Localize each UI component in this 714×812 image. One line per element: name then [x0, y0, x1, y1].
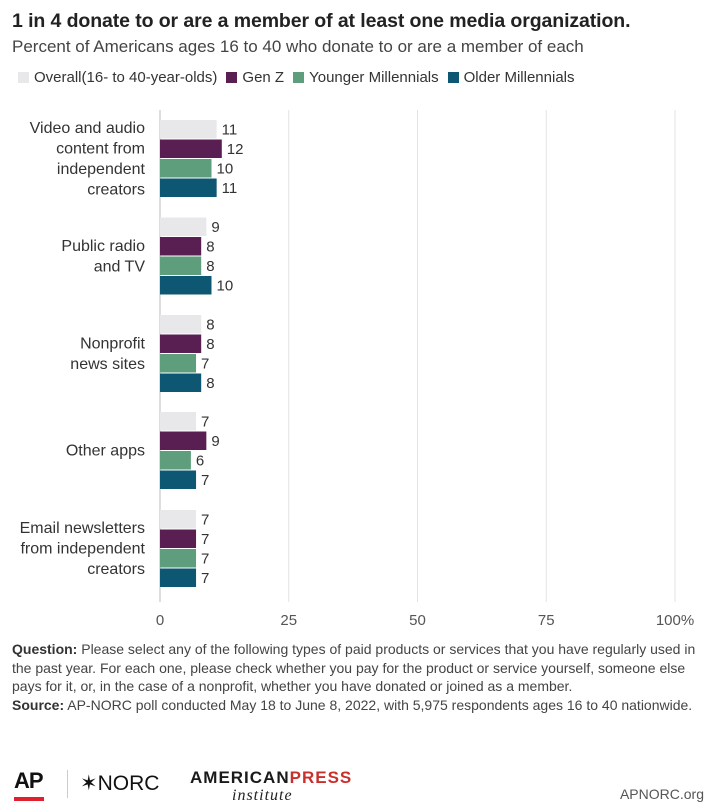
- x-tick-label: 0: [156, 612, 164, 629]
- x-tick-label: 25: [280, 612, 297, 629]
- bar-value-label: 11: [222, 180, 238, 197]
- source-label: Source:: [12, 696, 65, 713]
- bar: [160, 568, 197, 587]
- logo-bar: AP ✶NORC AMERICANPRESS institute APNORC.…: [0, 764, 714, 812]
- legend-item: Gen Z: [226, 69, 284, 86]
- category-label: Other apps: [66, 443, 145, 460]
- legend-item: Overall(16- to 40-year-olds): [18, 69, 217, 86]
- legend-item: Younger Millennials: [293, 69, 439, 86]
- ap-logo-underline: [14, 797, 44, 801]
- bar: [160, 373, 202, 392]
- x-tick-label: 50: [409, 612, 426, 629]
- x-tick-label: 75: [538, 612, 555, 629]
- source-note: Source: AP-NORC poll conducted May 18 to…: [12, 696, 707, 715]
- bar-value-label: 8: [206, 258, 214, 275]
- bar-value-label: 10: [217, 278, 234, 295]
- api-logo-american: AMERICAN: [190, 768, 290, 787]
- source-text: AP-NORC poll conducted May 18 to June 8,…: [64, 696, 693, 713]
- bar-value-label: 11: [222, 122, 238, 139]
- bar-value-label: 7: [201, 356, 209, 373]
- question-label: Question:: [12, 641, 78, 657]
- bar: [160, 529, 197, 548]
- bar-value-label: 7: [201, 551, 209, 568]
- category-label: Email newsletters: [20, 520, 145, 537]
- category-label: independent: [57, 161, 146, 178]
- bar-value-label: 7: [201, 531, 209, 548]
- bar: [160, 120, 217, 139]
- bar: [160, 237, 202, 256]
- bar-value-label: 10: [217, 161, 234, 178]
- category-label: from independent: [20, 541, 145, 558]
- ap-logo: AP: [14, 768, 44, 793]
- bar: [160, 315, 202, 334]
- legend-label: Gen Z: [242, 69, 285, 86]
- bar-value-label: 7: [201, 570, 209, 587]
- category-label: creators: [87, 181, 145, 198]
- bar: [160, 354, 197, 373]
- category-label: and TV: [94, 258, 146, 275]
- bar: [160, 412, 197, 431]
- x-tick-label: 100%: [656, 612, 694, 629]
- category-label: Nonprofit: [80, 335, 145, 352]
- bar-value-label: 7: [201, 512, 209, 529]
- category-label: news sites: [70, 356, 145, 373]
- api-logo-institute: institute: [232, 787, 293, 804]
- legend-swatch: [226, 72, 238, 83]
- category-label: Public radio: [61, 238, 145, 255]
- bar-value-label: 6: [196, 453, 204, 470]
- bar-value-label: 9: [211, 219, 219, 236]
- bar: [160, 276, 212, 295]
- chart-subtitle: Percent of Americans ages 16 to 40 who d…: [12, 37, 584, 56]
- bar: [160, 549, 197, 568]
- question-note: Question: Please select any of the follo…: [12, 640, 707, 696]
- category-label: content from: [56, 140, 145, 157]
- chart-legend: Overall(16- to 40-year-olds) Gen Z Younger…: [18, 69, 584, 86]
- legend-item: Older Millennials: [447, 69, 575, 86]
- footnotes: Question: Please select any of the follo…: [12, 640, 707, 714]
- bar: [160, 510, 197, 529]
- legend-label: Younger Millennials: [309, 69, 439, 86]
- bar: [160, 159, 212, 178]
- bar-chart: 0 25 50 75 100% 11 12 10 11 Video and audio conten…: [20, 110, 694, 629]
- norc-logo: ✶NORC: [80, 772, 160, 795]
- bar: [160, 334, 202, 353]
- bar-value-label: 7: [201, 472, 209, 489]
- site-url: APNORC.org: [619, 786, 704, 802]
- category-label: Video and audio: [30, 120, 145, 137]
- legend-swatch: [293, 72, 305, 83]
- bar: [160, 139, 222, 158]
- bar-value-label: 9: [211, 433, 219, 450]
- bar: [160, 256, 202, 275]
- legend-label: Older Millennials: [463, 69, 575, 86]
- legend-label: Overall(16- to 40-year-olds): [34, 69, 218, 86]
- legend-swatch: [447, 72, 459, 83]
- api-logo-press: PRESS: [289, 768, 353, 787]
- bar: [160, 470, 197, 489]
- bar-value-label: 8: [206, 239, 214, 256]
- bar-value-label: 12: [227, 141, 244, 158]
- bar: [160, 217, 207, 236]
- bar: [160, 431, 207, 450]
- bar-value-label: 7: [201, 414, 209, 431]
- chart-title: 1 in 4 donate to or are a member of at l…: [12, 10, 631, 32]
- bar-value-label: 8: [206, 336, 214, 353]
- legend-swatch: [18, 72, 29, 83]
- bar-value-label: 8: [206, 317, 214, 334]
- bar: [160, 178, 217, 197]
- bar: [160, 451, 191, 470]
- category-label: creators: [87, 561, 145, 578]
- logo-divider: [67, 770, 68, 798]
- bar-value-label: 8: [206, 375, 214, 392]
- american-press-logo: AMERICANPRESS: [190, 768, 352, 788]
- question-text: Please select any of the following types…: [12, 641, 696, 694]
